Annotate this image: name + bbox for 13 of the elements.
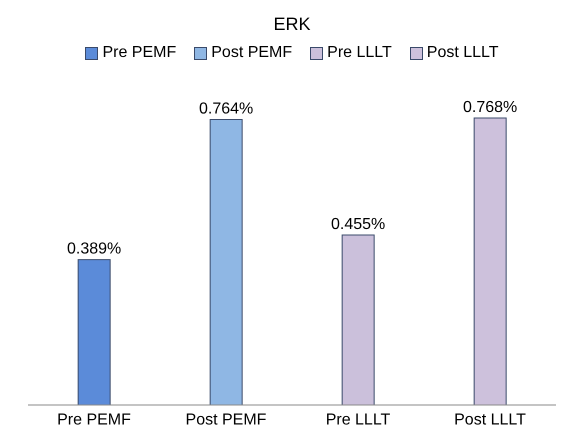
data-label: 0.768% <box>463 98 518 116</box>
chart-title: ERK <box>272 13 312 36</box>
x-tick-label: Pre PEMF <box>57 411 132 428</box>
x-tick-label: Post LLLT <box>454 411 526 428</box>
legend-label: Post PEMF <box>211 44 292 62</box>
data-label: 0.764% <box>199 100 254 118</box>
legend-label: Pre LLLT <box>327 44 392 62</box>
x-tick-label: Post PEMF <box>186 411 267 428</box>
legend-label: Pre PEMF <box>102 44 176 62</box>
data-label: 0.389% <box>67 240 122 258</box>
data-label: 0.455% <box>331 216 386 233</box>
legend-label: Post LLLT <box>426 44 499 62</box>
x-tick-label: Pre LLLT <box>326 411 391 428</box>
